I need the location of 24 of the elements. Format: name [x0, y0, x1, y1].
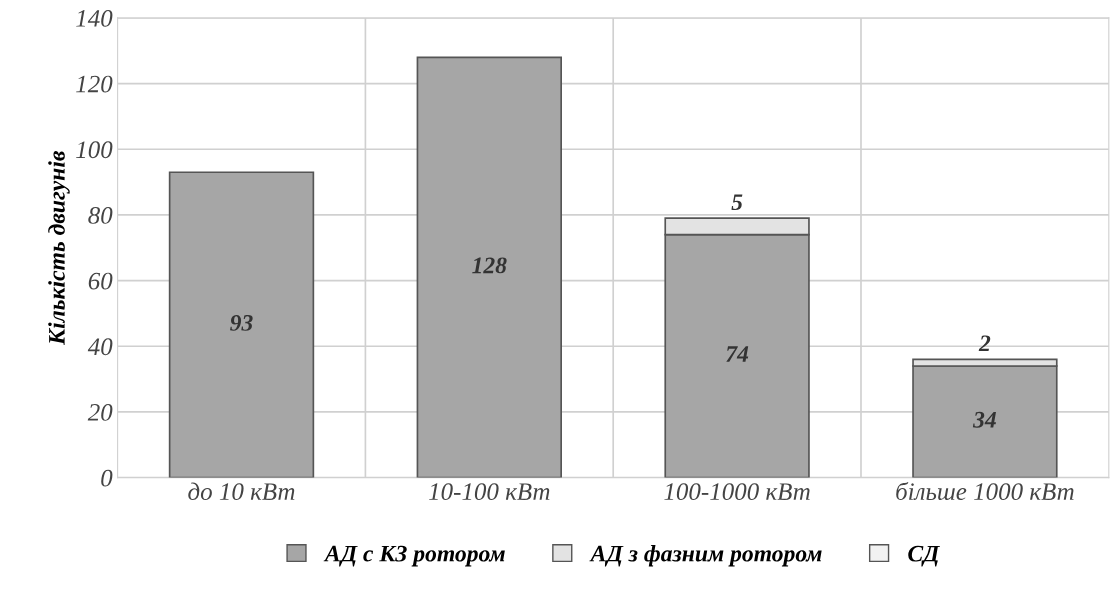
x-tick-label: до 10 кВт [188, 482, 295, 501]
y-tick-label: 80 [88, 206, 113, 224]
y-axis-title: Кількість двигунів [48, 150, 70, 346]
x-tick-label: 100-1000 кВт [664, 483, 810, 501]
y-tick-label: 140 [76, 9, 113, 27]
data-label: 74 [726, 346, 749, 362]
bar [168, 171, 315, 478]
y-tick-label: 60 [88, 272, 113, 290]
legend-label: СД [908, 545, 940, 567]
x-tick-label: 10-100 кВт [428, 483, 550, 501]
data-label: 2 [978, 335, 991, 352]
y-tick-label: 120 [76, 75, 113, 93]
y-tick-label: 20 [87, 403, 113, 421]
data-label: 128 [472, 257, 507, 274]
data-label: 34 [972, 411, 996, 428]
legend-label: АД с КЗ ротором [323, 545, 505, 567]
legend-label: АД з фазним ротором [589, 544, 822, 567]
bar [416, 56, 562, 478]
x-tick-label: більше 1000 кВт [896, 481, 1074, 501]
y-tick-label: 100 [76, 141, 113, 159]
data-label: 93 [230, 314, 253, 331]
y-tick-label: 0 [101, 469, 113, 487]
data-label: 5 [731, 194, 743, 211]
y-tick-label: 40 [87, 338, 113, 356]
